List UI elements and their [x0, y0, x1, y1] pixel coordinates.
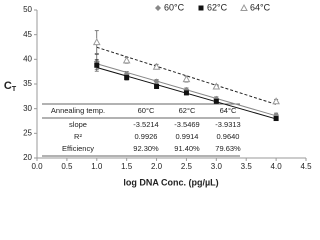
- table-cell: R²: [74, 132, 82, 141]
- y-axis-title: CT: [4, 80, 17, 93]
- y-tick-label: 25: [23, 128, 32, 137]
- point: [154, 83, 160, 89]
- y-label: C: [4, 80, 12, 92]
- point: [182, 75, 191, 83]
- table-cell: 64°C: [220, 106, 237, 115]
- x-tick-label: 0.5: [61, 162, 73, 171]
- point: [94, 62, 100, 68]
- y-tick-label: 50: [23, 5, 32, 14]
- stats-table: Annealing temp. 60°C 62°C 64°C slope -3.5214 -…: [42, 103, 241, 157]
- x-tick-label: 4.0: [271, 162, 283, 171]
- legend-marker: [155, 5, 161, 11]
- point: [212, 82, 221, 90]
- table-cell: 79.63%: [215, 144, 241, 153]
- point: [122, 56, 131, 64]
- x-tick-label: 4.5: [300, 162, 312, 171]
- x-axis-title: log DNA Conc. (pg/µL): [123, 177, 218, 187]
- table-cell: Annealing temp.: [51, 106, 105, 115]
- x-tick-label: 3.0: [211, 162, 223, 171]
- table-cell: -3.5214: [133, 120, 158, 129]
- page: {"chart_data":{"type":"scatter", "x_labe…: [3, 2, 312, 188]
- table-cell: -3.5469: [174, 120, 199, 129]
- point: [183, 90, 189, 96]
- x-tick-label: 3.5: [241, 162, 253, 171]
- x-tick-label: 0.0: [31, 162, 43, 171]
- point: [273, 116, 279, 122]
- y-label-sub: T: [12, 86, 17, 93]
- table-cell: Efficiency: [62, 144, 94, 153]
- point: [272, 97, 280, 105]
- y-tick-label: 35: [23, 79, 32, 88]
- x-tick-label: 1.5: [121, 162, 133, 171]
- table-cell: 62°C: [179, 106, 196, 115]
- y-tick-label: 30: [23, 104, 32, 113]
- point: [92, 38, 101, 46]
- table-cell: -3.9313: [215, 120, 240, 129]
- legend-label: 64°C: [250, 2, 271, 12]
- x-tick-label: 2.0: [151, 162, 163, 171]
- table-cell: 92.30%: [133, 144, 159, 153]
- point: [213, 98, 219, 104]
- y-tick-label: 20: [23, 153, 32, 162]
- point: [153, 78, 160, 85]
- legend-marker: [198, 5, 204, 11]
- legend-label: 62°C: [207, 2, 228, 12]
- table-cell: slope: [69, 120, 87, 129]
- x-tick-label: 1.0: [91, 162, 103, 171]
- table-cell: 0.9914: [176, 132, 199, 141]
- y-tick-label: 40: [23, 54, 32, 63]
- x-tick-label: 2.5: [181, 162, 193, 171]
- y-tick-label: 45: [23, 30, 32, 39]
- legend-marker: [240, 3, 248, 11]
- table-cell: 0.9926: [135, 132, 158, 141]
- point: [152, 62, 161, 70]
- table-cell: 0.9640: [217, 132, 240, 141]
- table-cell: 60°C: [138, 106, 155, 115]
- chart: CT log DNA Conc. (pg/µL) 20 25 30 35 40 45 50 0…: [4, 2, 312, 187]
- table-cell: 91.40%: [174, 144, 200, 153]
- legend-label: 60°C: [164, 2, 185, 12]
- point: [124, 75, 130, 81]
